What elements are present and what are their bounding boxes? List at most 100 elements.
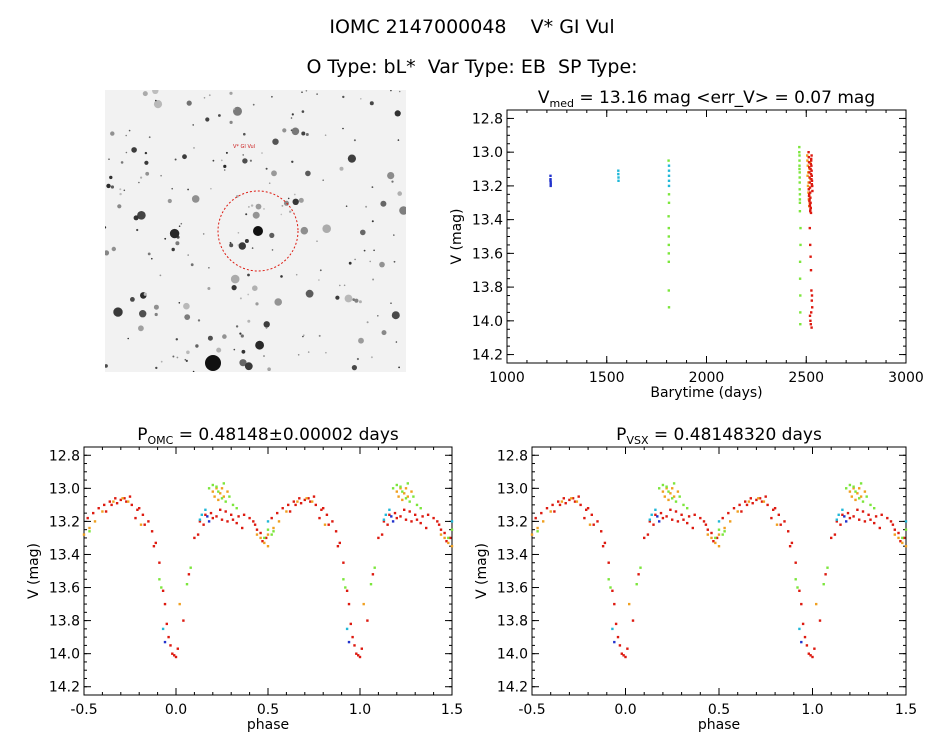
- data-point: [723, 530, 726, 533]
- data-point: [808, 166, 811, 169]
- data-point: [807, 652, 810, 655]
- star: [252, 285, 258, 291]
- star: [164, 237, 167, 240]
- data-point: [112, 500, 115, 503]
- y-tick-label: 12.8: [472, 111, 503, 127]
- star: [243, 132, 246, 136]
- data-point: [169, 644, 172, 647]
- star: [319, 269, 322, 272]
- data-point: [281, 507, 284, 510]
- data-point: [794, 578, 797, 581]
- data-point: [806, 184, 810, 188]
- data-point: [878, 526, 881, 530]
- star: [393, 234, 395, 236]
- star: [229, 91, 233, 95]
- star: [351, 365, 357, 371]
- star: [263, 321, 270, 328]
- star: [138, 181, 140, 184]
- data-point: [303, 498, 306, 502]
- data-point: [654, 513, 657, 516]
- data-point: [114, 497, 117, 500]
- star: [231, 285, 237, 291]
- data-point: [809, 201, 812, 204]
- y-tick-label: 13.6: [472, 246, 503, 262]
- star: [307, 351, 310, 353]
- data-point: [573, 500, 577, 503]
- y-tick-label: 14.0: [472, 314, 503, 330]
- data-point: [808, 199, 811, 203]
- data-point: [185, 583, 189, 586]
- data-points: [549, 145, 814, 329]
- data-point: [779, 523, 782, 526]
- object-type-line: O Type: bL* Var Type: EB SP Type:: [306, 56, 638, 78]
- data-point: [108, 500, 111, 503]
- star: [305, 170, 311, 177]
- star: [233, 108, 236, 110]
- data-point: [809, 208, 812, 211]
- data-point: [807, 151, 810, 154]
- data-point: [298, 497, 301, 500]
- data-point: [899, 540, 902, 543]
- star: [339, 284, 341, 287]
- data-point: [796, 586, 799, 589]
- data-point: [835, 520, 838, 523]
- star: [291, 127, 300, 136]
- data-point: [220, 518, 224, 521]
- data-point: [408, 500, 411, 503]
- data-point: [347, 602, 351, 606]
- data-point: [583, 516, 586, 520]
- data-point: [841, 513, 844, 516]
- data-point: [809, 162, 812, 166]
- star: [187, 254, 189, 256]
- data-point: [436, 520, 439, 523]
- star: [233, 106, 242, 116]
- data-point: [86, 516, 89, 520]
- data-point: [661, 490, 665, 493]
- data-point: [654, 508, 657, 511]
- data-point: [665, 485, 668, 488]
- data-point: [691, 526, 694, 530]
- data-point: [395, 483, 398, 487]
- data-point: [171, 652, 174, 655]
- y-tick-label: 13.4: [472, 213, 503, 229]
- data-point: [198, 520, 202, 523]
- star: [190, 263, 194, 267]
- data-point: [607, 561, 610, 564]
- star: [290, 129, 293, 131]
- star: [193, 147, 195, 149]
- data-point: [450, 528, 454, 531]
- data-point: [807, 194, 811, 198]
- star: [131, 147, 137, 153]
- data-point: [798, 210, 802, 213]
- star: [322, 179, 324, 181]
- data-point: [738, 503, 741, 507]
- star: [252, 103, 255, 106]
- data-point: [714, 536, 717, 540]
- data-point: [863, 490, 867, 493]
- data-point: [886, 516, 889, 520]
- star: [399, 206, 408, 215]
- data-point: [600, 530, 603, 533]
- target-star: [253, 226, 263, 236]
- data-point: [408, 510, 411, 513]
- chart-3: PVSX = 0.48148320 days -0.5 0.0 0.5 1.0 1.5 12…: [474, 425, 917, 733]
- data-point: [845, 487, 848, 490]
- star: [370, 356, 373, 359]
- plot-frame: [506, 109, 907, 364]
- star: [369, 260, 372, 263]
- data-point: [710, 536, 713, 540]
- star: [289, 210, 292, 213]
- star: [239, 359, 247, 367]
- data-point: [807, 188, 810, 191]
- chart-1: Vmed = 13.16 mag <err_V> = 0.07 mag 1000 1…: [449, 88, 924, 401]
- data-point: [200, 513, 203, 516]
- data-point: [288, 510, 292, 513]
- y-tick-label: 12.8: [49, 448, 80, 464]
- star: [316, 93, 318, 95]
- star: [300, 226, 309, 235]
- data-point: [799, 323, 802, 326]
- data-point: [138, 507, 141, 510]
- data-point: [217, 490, 220, 493]
- data-point: [617, 172, 620, 176]
- data-point: [228, 495, 231, 498]
